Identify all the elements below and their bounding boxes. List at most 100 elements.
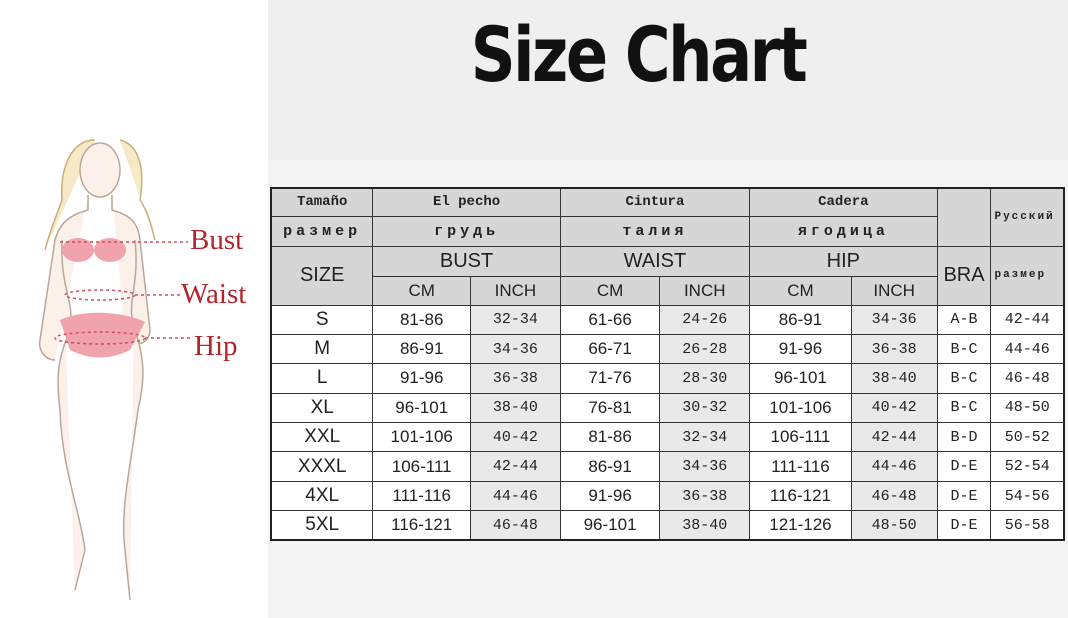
cell-bust-cm: 101-106 — [372, 422, 472, 453]
cell-waist-cm: 66-71 — [559, 333, 661, 365]
cell-ru-size: 48-50 — [990, 392, 1065, 424]
unit-inch: INCH — [659, 275, 751, 306]
header-waist-ru: талия — [559, 215, 751, 247]
cell-ru-size: 44-46 — [990, 333, 1065, 365]
table-row: 5XL 116-121 46-48 96-101 38-40 121-126 48-50 D-… — [270, 510, 1065, 541]
cell-waist-cm: 71-76 — [559, 363, 661, 394]
cell-bra: B-C — [936, 333, 992, 365]
bust-label: Bust — [190, 224, 244, 256]
cell-bra: B-D — [936, 422, 992, 453]
cell-hip-inch: 36-38 — [850, 333, 938, 365]
cell-waist-cm: 86-91 — [559, 451, 661, 482]
header-ru-size: размер — [990, 245, 1065, 306]
figure-illustration — [38, 139, 192, 601]
cell-bust-inch: 42-44 — [470, 451, 561, 482]
table-row: L 91-96 36-38 71-76 28-30 96-101 38-40 B-C 46-48 — [270, 363, 1065, 394]
header-bra: BRA — [936, 245, 992, 306]
cell-bust-inch: 46-48 — [470, 510, 561, 541]
cell-hip-inch: 48-50 — [850, 510, 938, 541]
cell-hip-inch: 42-44 — [850, 422, 938, 453]
header-hip-ru: ягодица — [749, 215, 938, 247]
cell-bra: D-E — [936, 510, 992, 541]
cell-waist-inch: 36-38 — [659, 480, 751, 512]
title-background — [268, 0, 1068, 160]
header-waist: WAIST — [559, 245, 751, 277]
cell-waist-cm: 91-96 — [559, 480, 661, 512]
cell-hip-inch: 38-40 — [850, 363, 938, 394]
cell-waist-inch: 28-30 — [659, 363, 751, 394]
cell-hip-inch: 46-48 — [850, 480, 938, 512]
cell-bust-cm: 96-101 — [372, 392, 472, 424]
cell-waist-inch: 32-34 — [659, 422, 751, 453]
table-row: XXXL 106-111 42-44 86-91 34-36 111-116 44-46 D-… — [270, 451, 1065, 482]
cell-hip-inch: 34-36 — [850, 304, 938, 335]
cell-waist-inch: 26-28 — [659, 333, 751, 365]
cell-hip-inch: 44-46 — [850, 451, 938, 482]
cell-bust-inch: 44-46 — [470, 480, 561, 512]
cell-hip-cm: 91-96 — [749, 333, 852, 365]
cell-waist-inch: 34-36 — [659, 451, 751, 482]
cell-size: 5XL — [270, 510, 374, 541]
unit-cm: CM — [559, 275, 661, 306]
cell-size: XXL — [270, 422, 374, 453]
header-bust-es: El pecho — [372, 187, 561, 217]
cell-bust-cm: 91-96 — [372, 363, 472, 394]
cell-bra: D-E — [936, 480, 992, 512]
header-hip: HIP — [749, 245, 938, 277]
cell-bust-cm: 111-116 — [372, 480, 472, 512]
unit-cm: CM — [372, 275, 472, 306]
unit-inch: INCH — [850, 275, 938, 306]
table-row: M 86-91 34-36 66-71 26-28 91-96 36-38 B-C 44-46 — [270, 333, 1065, 365]
header-bust-ru: грудь — [372, 215, 561, 247]
header-size-ru: размер — [270, 215, 374, 247]
cell-waist-inch: 24-26 — [659, 304, 751, 335]
header-size: SIZE — [270, 245, 374, 306]
cell-bust-inch: 40-42 — [470, 422, 561, 453]
size-chart-table: Tamaño El pecho Cintura Cadera Русский р… — [270, 187, 1065, 542]
cell-size: XL — [270, 392, 374, 424]
hip-label: Hip — [194, 330, 238, 362]
cell-hip-inch: 40-42 — [850, 392, 938, 424]
waist-label: Waist — [181, 278, 247, 310]
cell-ru-size: 42-44 — [990, 304, 1065, 335]
header-blank — [936, 187, 992, 247]
cell-hip-cm: 86-91 — [749, 304, 852, 335]
cell-bra: B-C — [936, 363, 992, 394]
cell-bust-cm: 81-86 — [372, 304, 472, 335]
header-bust: BUST — [372, 245, 561, 277]
header-hip-es: Cadera — [749, 187, 938, 217]
header-waist-es: Cintura — [559, 187, 751, 217]
table-row: XL 96-101 38-40 76-81 30-32 101-106 40-42 B-C 48… — [270, 392, 1065, 424]
table-row: S 81-86 32-34 61-66 24-26 86-91 34-36 A-B 42-44 — [270, 304, 1065, 335]
cell-waist-cm: 96-101 — [559, 510, 661, 541]
cell-hip-cm: 111-116 — [749, 451, 852, 482]
cell-hip-cm: 121-126 — [749, 510, 852, 541]
cell-size: XXXL — [270, 451, 374, 482]
cell-size: L — [270, 363, 374, 394]
cell-waist-inch: 30-32 — [659, 392, 751, 424]
cell-ru-size: 50-52 — [990, 422, 1065, 453]
page-title: Size Chart — [470, 10, 808, 99]
cell-bust-inch: 34-36 — [470, 333, 561, 365]
cell-hip-cm: 106-111 — [749, 422, 852, 453]
cell-bra: A-B — [936, 304, 992, 335]
cell-bust-inch: 38-40 — [470, 392, 561, 424]
header-ru-lang: Русский — [990, 187, 1065, 247]
table-row: XXL 101-106 40-42 81-86 32-34 106-111 42-44 B-D… — [270, 422, 1065, 453]
cell-bra: B-C — [936, 392, 992, 424]
cell-hip-cm: 101-106 — [749, 392, 852, 424]
cell-bust-cm: 86-91 — [372, 333, 472, 365]
cell-waist-inch: 38-40 — [659, 510, 751, 541]
cell-hip-cm: 96-101 — [749, 363, 852, 394]
cell-ru-size: 56-58 — [990, 510, 1065, 541]
cell-waist-cm: 81-86 — [559, 422, 661, 453]
cell-ru-size: 54-56 — [990, 480, 1065, 512]
table-row: 4XL 111-116 44-46 91-96 36-38 116-121 46-48 D-E… — [270, 480, 1065, 512]
cell-bust-inch: 32-34 — [470, 304, 561, 335]
header-size-es: Tamaño — [270, 187, 374, 217]
cell-waist-cm: 76-81 — [559, 392, 661, 424]
cell-ru-size: 46-48 — [990, 363, 1065, 394]
cell-size: M — [270, 333, 374, 365]
cell-ru-size: 52-54 — [990, 451, 1065, 482]
cell-bust-inch: 36-38 — [470, 363, 561, 394]
